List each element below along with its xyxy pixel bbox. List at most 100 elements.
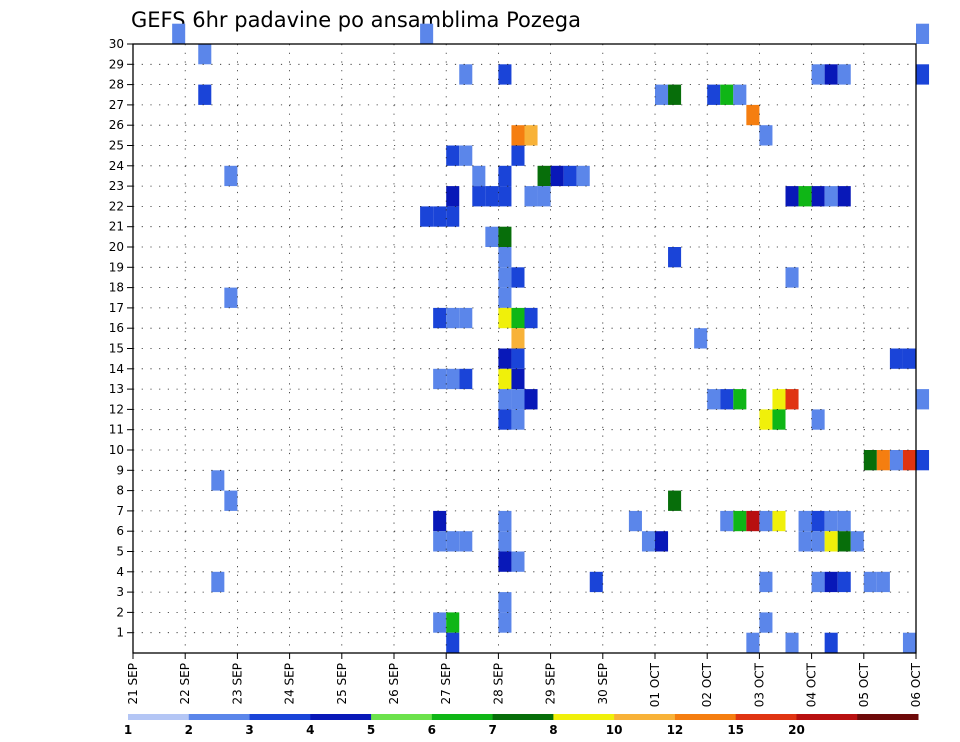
heatmap-cell [707, 84, 721, 105]
y-tick-label: 16 [109, 321, 124, 335]
heatmap-cell [172, 23, 186, 44]
heatmap-cell [889, 450, 903, 471]
heatmap-cell [759, 409, 773, 430]
heatmap-cell [837, 571, 851, 593]
legend-label: 7 [488, 723, 496, 737]
heatmap-cell [798, 531, 812, 552]
y-tick-label: 11 [109, 423, 124, 437]
legend-swatch [857, 714, 919, 720]
heatmap-cell [498, 510, 512, 532]
heatmap-cell [446, 186, 460, 207]
y-tick-label: 26 [109, 118, 124, 132]
heatmap-cell [433, 531, 447, 552]
heatmap-cell [837, 64, 851, 85]
y-tick-label: 13 [109, 382, 124, 396]
legend-label: 12 [667, 723, 684, 737]
heatmap-cell [811, 571, 825, 593]
heatmap-cell [876, 571, 890, 593]
legend-swatch [796, 714, 858, 720]
heatmap-cell [472, 186, 486, 207]
heatmap-cell [498, 186, 512, 207]
heatmap-cell [746, 632, 760, 653]
x-tick-label: 28 SEP [491, 663, 505, 705]
heatmap-cell [668, 84, 682, 105]
y-tick-label: 7 [116, 504, 124, 518]
heatmap-cell [485, 226, 499, 247]
y-tick-label: 21 [109, 220, 124, 234]
heatmap-cell [655, 84, 669, 105]
heatmap-cell [902, 348, 916, 369]
x-tick-label: 22 SEP [178, 663, 192, 705]
heatmap-cell [433, 510, 447, 532]
heatmap-cell [498, 307, 512, 329]
heatmap-cell [420, 23, 434, 44]
y-tick-label: 14 [109, 362, 124, 376]
heatmap-cells [172, 23, 930, 653]
heatmap-cell [446, 145, 460, 166]
heatmap-cell [472, 165, 486, 187]
heatmap-cell [524, 389, 538, 410]
heatmap-cell [772, 510, 786, 532]
heatmap-cell [824, 186, 838, 207]
heatmap-cell [837, 510, 851, 532]
legend-swatch [431, 714, 494, 720]
heatmap-cell [772, 409, 786, 430]
heatmap-cell [511, 389, 525, 410]
legend-label: 3 [245, 723, 253, 737]
heatmap-cell [459, 531, 473, 552]
heatmap-cell [707, 389, 721, 410]
heatmap-cell [498, 409, 512, 430]
heatmap-cell [798, 186, 812, 207]
legend-label: 4 [306, 723, 314, 737]
color-legend: 1 2 3 4 5 6 7 8 10 12 15 20 [124, 714, 919, 737]
heatmap-cell [498, 592, 512, 613]
heatmap-cell [785, 389, 799, 410]
heatmap-cell [759, 125, 773, 146]
legend-swatch [735, 714, 797, 720]
heatmap-cell [785, 632, 799, 653]
heatmap-cell [759, 510, 773, 532]
legend-swatch [614, 714, 676, 720]
legend-label: 20 [788, 723, 805, 737]
heatmap-cell [720, 389, 734, 410]
heatmap-cell [785, 186, 799, 207]
heatmap-cell [498, 551, 512, 572]
y-tick-label: 5 [116, 545, 124, 559]
legend-swatch [128, 714, 190, 720]
heatmap-cell [811, 409, 825, 430]
heatmap-cell [211, 571, 225, 593]
legend-label: 2 [185, 723, 193, 737]
heatmap-cell [433, 368, 447, 390]
heatmap-cell [837, 531, 851, 552]
heatmap-cell [524, 307, 538, 329]
y-tick-label: 15 [109, 342, 124, 356]
y-tick-label: 25 [109, 139, 124, 153]
heatmap-cell [641, 531, 655, 552]
y-tick-label: 18 [109, 281, 124, 295]
heatmap-cell [916, 64, 930, 85]
legend-label: 8 [549, 723, 557, 737]
heatmap-cell [668, 247, 682, 268]
heatmap-cell [537, 165, 551, 187]
heatmap-cell [211, 470, 225, 491]
heatmap-cell [433, 307, 447, 329]
heatmap-cell [824, 510, 838, 532]
x-tick-label: 01 OCT [648, 662, 662, 707]
heatmap-cell [198, 84, 212, 105]
heatmap-cell [550, 165, 564, 187]
heatmap-cell [498, 612, 512, 633]
heatmap-cell [498, 531, 512, 552]
y-tick-label: 27 [109, 98, 124, 112]
heatmap-cell [498, 64, 512, 85]
legend-label: 6 [428, 723, 436, 737]
heatmap-cell [446, 612, 460, 633]
legend-swatch [249, 714, 311, 720]
x-tick-label: 05 OCT [857, 662, 871, 707]
heatmap-cell [733, 389, 747, 410]
heatmap-cell [628, 510, 642, 532]
legend-swatch [492, 714, 554, 720]
legend-swatch [553, 714, 615, 720]
heatmap-cell [498, 348, 512, 369]
heatmap-cell [498, 267, 512, 288]
x-tick-label: 24 SEP [283, 663, 297, 705]
